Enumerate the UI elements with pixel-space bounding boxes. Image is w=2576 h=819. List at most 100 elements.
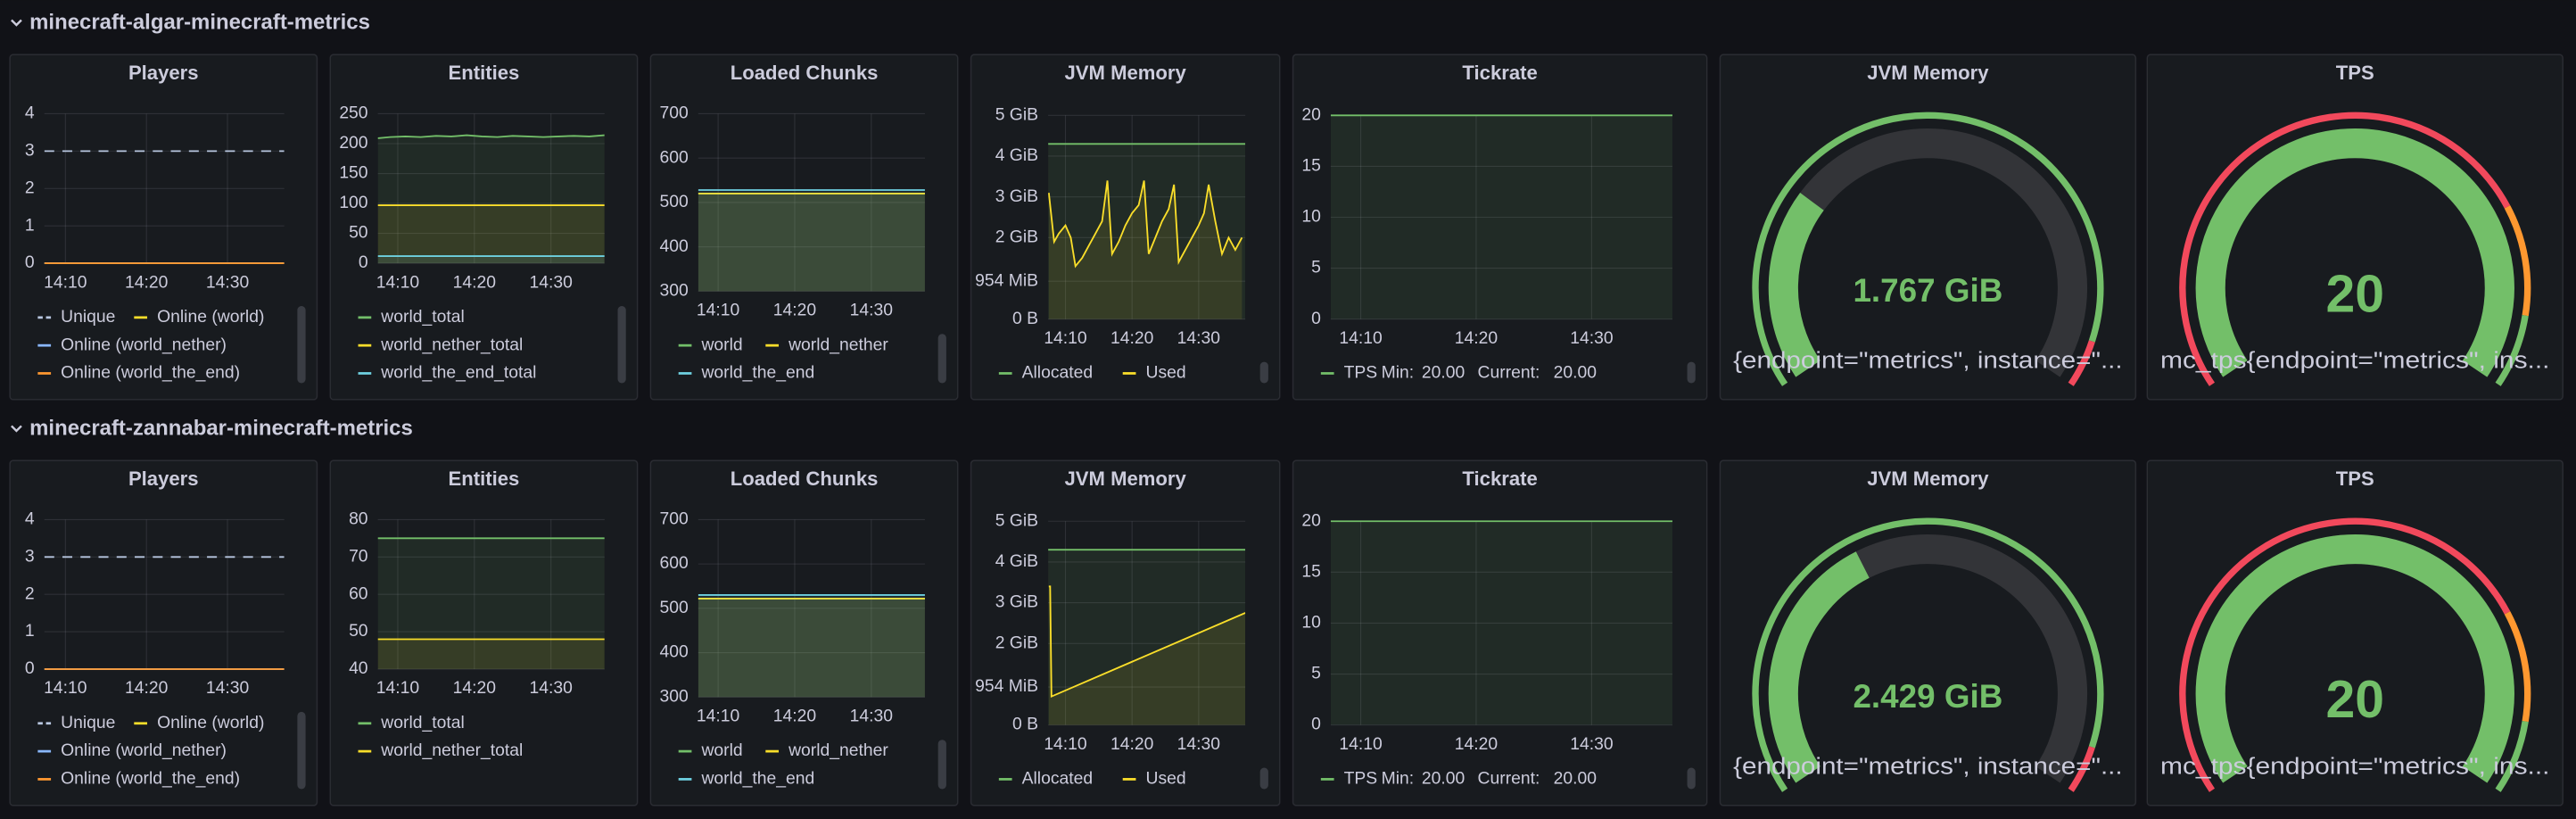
legend-item[interactable]: TPS Min: 20.00 Current: 20.00 bbox=[1320, 770, 1597, 789]
legend-label[interactable]: world bbox=[700, 741, 742, 760]
panel: TPS 20 mc_tps{endpoint="metrics", ins... bbox=[2146, 54, 2564, 401]
panel: JVM Memory 1.767 GiB {endpoint="metrics", … bbox=[1719, 54, 2137, 401]
legend-label[interactable]: world_the_end bbox=[700, 770, 814, 789]
legend-label[interactable]: Online (world_nether) bbox=[61, 741, 227, 760]
legend-item[interactable]: world bbox=[678, 335, 743, 354]
legend-label[interactable]: Online (world) bbox=[157, 308, 264, 327]
row-title[interactable]: minecraft-zannabar-minecraft-metrics bbox=[29, 416, 413, 440]
panel-title[interactable]: Loaded Chunks bbox=[731, 62, 879, 84]
area-fill bbox=[698, 193, 925, 292]
legend-item[interactable]: world_nether bbox=[765, 741, 888, 760]
area-fill bbox=[377, 538, 605, 670]
legend-item[interactable]: world bbox=[678, 741, 743, 760]
legend-scrollbar[interactable] bbox=[937, 740, 946, 790]
y-tick-label: 300 bbox=[659, 281, 688, 300]
y-tick-label: 15 bbox=[1301, 157, 1321, 176]
legend-item[interactable]: Online (world_the_end) bbox=[37, 770, 240, 789]
legend-label[interactable]: world_the_end bbox=[700, 364, 814, 383]
y-tick-label: 100 bbox=[339, 194, 367, 212]
row-chevron[interactable] bbox=[11, 425, 22, 433]
legend-label[interactable]: Unique bbox=[61, 714, 115, 732]
legend-label[interactable]: world_nether_total bbox=[380, 335, 523, 354]
y-tick-label: 50 bbox=[349, 622, 368, 641]
row-header[interactable]: minecraft-algar-minecraft-metrics bbox=[11, 10, 370, 34]
legend-item[interactable]: Unique bbox=[37, 308, 115, 327]
legend-item[interactable]: Used bbox=[1122, 770, 1186, 789]
area-fill bbox=[698, 190, 925, 292]
legend-scrollbar[interactable] bbox=[1259, 361, 1268, 384]
legend-label[interactable]: Used bbox=[1145, 770, 1185, 789]
panel-title[interactable]: Tickrate bbox=[1462, 62, 1537, 84]
legend-item[interactable]: world_nether_total bbox=[358, 335, 524, 354]
panel-title[interactable]: Players bbox=[128, 467, 199, 490]
legend-item[interactable]: world_nether bbox=[765, 335, 888, 354]
x-tick-label: 14:20 bbox=[453, 679, 496, 698]
legend-item[interactable]: Online (world) bbox=[134, 714, 264, 732]
panel-title[interactable]: Entities bbox=[449, 62, 520, 84]
legend-item[interactable]: Allocated bbox=[998, 770, 1094, 789]
legend-label[interactable]: TPS bbox=[1344, 770, 1378, 789]
y-tick-label: 200 bbox=[339, 134, 367, 153]
panel-title[interactable]: TPS bbox=[2336, 467, 2374, 490]
x-tick-label: 14:10 bbox=[1044, 735, 1086, 754]
panel-title[interactable]: Entities bbox=[449, 467, 520, 490]
x-tick-label: 14:10 bbox=[1339, 735, 1382, 754]
panel-title[interactable]: JVM Memory bbox=[1065, 467, 1187, 490]
legend-item[interactable]: TPS Min: 20.00 Current: 20.00 bbox=[1320, 364, 1597, 383]
legend-scrollbar[interactable] bbox=[937, 334, 946, 384]
legend-scrollbar[interactable] bbox=[1687, 767, 1696, 790]
legend-item[interactable]: world_the_end_total bbox=[358, 364, 537, 383]
panel-title[interactable]: JVM Memory bbox=[1065, 62, 1187, 84]
legend-item[interactable]: world_the_end bbox=[678, 364, 815, 383]
panel-title[interactable]: JVM Memory bbox=[1867, 467, 1989, 490]
legend-item[interactable]: Allocated bbox=[998, 364, 1094, 383]
y-tick-label: 10 bbox=[1301, 208, 1321, 227]
legend-label[interactable]: Online (world_the_end) bbox=[61, 770, 240, 789]
row-chevron[interactable] bbox=[11, 19, 22, 27]
legend-item[interactable]: Online (world_the_end) bbox=[37, 364, 240, 383]
legend-item[interactable]: world_nether_total bbox=[358, 741, 524, 760]
row-header[interactable]: minecraft-zannabar-minecraft-metrics bbox=[11, 416, 413, 440]
legend-scrollbar[interactable] bbox=[617, 305, 626, 384]
legend-label[interactable]: Used bbox=[1145, 364, 1185, 383]
legend-scrollbar[interactable] bbox=[1687, 361, 1696, 384]
legend-label[interactable]: Unique bbox=[61, 308, 115, 327]
legend-item[interactable]: Online (world_nether) bbox=[37, 741, 227, 760]
panel-title[interactable]: JVM Memory bbox=[1867, 62, 1989, 84]
legend-label[interactable]: Online (world_the_end) bbox=[61, 364, 240, 383]
gauge-value: 1.767 GiB bbox=[1853, 272, 2002, 309]
x-tick-label: 14:20 bbox=[125, 273, 168, 292]
legend-label[interactable]: Allocated bbox=[1022, 364, 1094, 383]
legend-scrollbar[interactable] bbox=[297, 711, 306, 790]
legend-item[interactable]: Used bbox=[1122, 364, 1186, 383]
legend-label[interactable]: world_total bbox=[380, 308, 464, 327]
y-tick-label: 2 bbox=[25, 178, 35, 197]
legend-label[interactable]: world_the_end_total bbox=[380, 364, 536, 383]
panel-title[interactable]: Loaded Chunks bbox=[731, 467, 879, 490]
panel-title[interactable]: Players bbox=[128, 62, 199, 84]
legend-scrollbar[interactable] bbox=[1259, 767, 1268, 790]
panel: Entities 40 50 60 70 80 14:10 14:20 14:30 world_t… bbox=[329, 459, 639, 807]
legend-item[interactable]: Unique bbox=[37, 714, 115, 732]
legend-label[interactable]: world_nether_total bbox=[380, 741, 523, 760]
legend-label[interactable]: TPS bbox=[1344, 364, 1378, 383]
legend-label[interactable]: world_nether bbox=[788, 741, 888, 760]
legend-label[interactable]: world bbox=[700, 335, 742, 354]
row-title[interactable]: minecraft-algar-minecraft-metrics bbox=[29, 10, 370, 34]
legend-item[interactable]: Online (world) bbox=[134, 308, 264, 327]
legend-label[interactable]: world_nether bbox=[788, 335, 888, 354]
y-tick-label: 4 GiB bbox=[995, 146, 1038, 165]
legend-item[interactable]: world_the_end bbox=[678, 770, 815, 789]
legend-item[interactable]: world_total bbox=[358, 714, 465, 732]
legend-label[interactable]: Online (world_nether) bbox=[61, 335, 227, 354]
panel-title[interactable]: TPS bbox=[2336, 62, 2374, 84]
legend-label[interactable]: Online (world) bbox=[157, 714, 264, 732]
legend-item[interactable]: Online (world_nether) bbox=[37, 335, 227, 354]
legend-item[interactable]: world_total bbox=[358, 308, 465, 327]
legend-label[interactable]: world_total bbox=[380, 714, 464, 732]
area-fill bbox=[377, 135, 605, 264]
legend-label[interactable]: Allocated bbox=[1022, 770, 1094, 789]
panel-title[interactable]: Tickrate bbox=[1462, 467, 1537, 490]
series-group bbox=[377, 537, 605, 670]
legend-scrollbar[interactable] bbox=[297, 305, 306, 384]
